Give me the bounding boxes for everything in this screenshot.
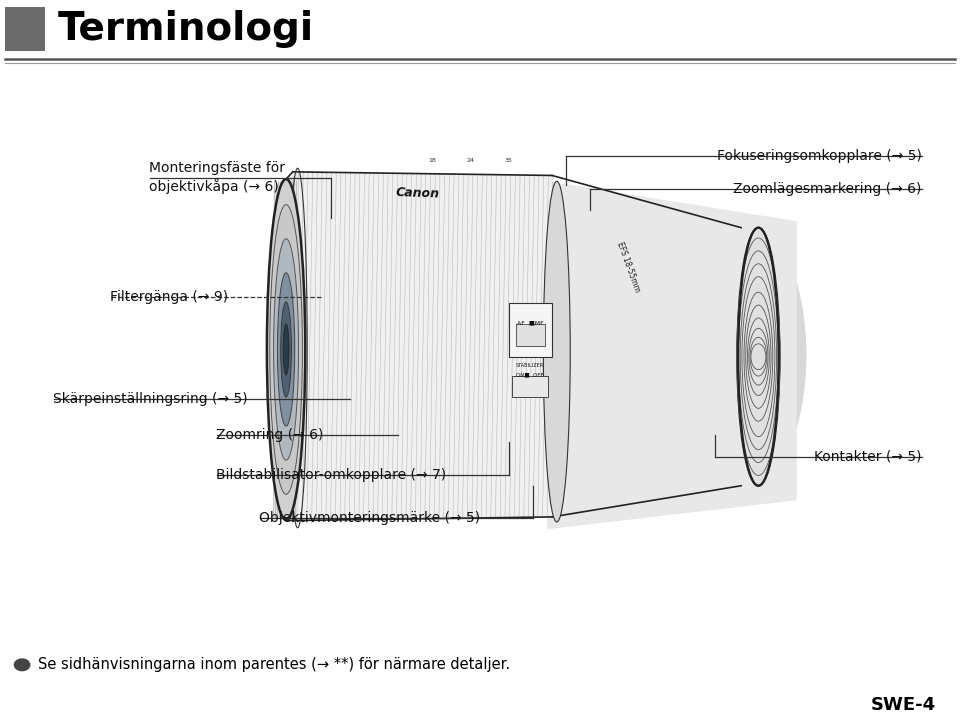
Ellipse shape xyxy=(738,228,779,486)
Ellipse shape xyxy=(682,219,806,492)
Text: AF  ■MF: AF ■MF xyxy=(517,320,543,325)
Text: SWE-4: SWE-4 xyxy=(871,696,936,713)
Text: Fokuseringsomkopplare (→ 5): Fokuseringsomkopplare (→ 5) xyxy=(717,149,922,163)
Text: Kontakter (→ 5): Kontakter (→ 5) xyxy=(814,450,922,464)
Text: ON■  OFF: ON■ OFF xyxy=(516,373,543,378)
Polygon shape xyxy=(274,174,298,522)
Text: Terminologi: Terminologi xyxy=(58,10,314,48)
Text: Zoomring (→ 6): Zoomring (→ 6) xyxy=(216,428,324,442)
Text: Bildstabilisator-omkopplare (→ 7): Bildstabilisator-omkopplare (→ 7) xyxy=(216,468,446,482)
Text: Objektivmonteringsmärke (→ 5): Objektivmonteringsmärke (→ 5) xyxy=(259,511,480,526)
Ellipse shape xyxy=(274,239,299,460)
Text: Canon: Canon xyxy=(396,186,440,201)
Ellipse shape xyxy=(267,179,305,520)
Ellipse shape xyxy=(277,273,295,426)
Polygon shape xyxy=(293,172,552,521)
Text: EFS 18-55mm: EFS 18-55mm xyxy=(615,241,642,293)
Text: 18: 18 xyxy=(428,158,436,163)
Bar xyxy=(512,376,548,397)
Circle shape xyxy=(14,659,30,671)
Text: Se sidhänvisningarna inom parentes (→ **) för närmare detaljer.: Se sidhänvisningarna inom parentes (→ **… xyxy=(38,658,511,672)
Ellipse shape xyxy=(283,324,289,375)
Text: 35: 35 xyxy=(505,158,513,163)
Text: Filtergänga (→ 9): Filtergänga (→ 9) xyxy=(110,290,228,304)
Text: STABILIZER: STABILIZER xyxy=(516,362,544,368)
Bar xyxy=(516,324,545,346)
Text: Monteringsfäste för
objektivkåpa (→ 6): Monteringsfäste för objektivkåpa (→ 6) xyxy=(149,162,285,194)
Text: 24: 24 xyxy=(467,158,474,163)
Ellipse shape xyxy=(737,228,780,486)
Ellipse shape xyxy=(270,204,302,494)
Text: Skärpeinställningsring (→ 5): Skärpeinställningsring (→ 5) xyxy=(53,392,248,406)
Polygon shape xyxy=(547,181,797,529)
Bar xyxy=(509,303,552,357)
Bar xyxy=(5,7,45,51)
Ellipse shape xyxy=(280,302,292,397)
Ellipse shape xyxy=(543,181,570,522)
Text: Zoomlägesmarkering (→ 6): Zoomlägesmarkering (→ 6) xyxy=(733,181,922,196)
